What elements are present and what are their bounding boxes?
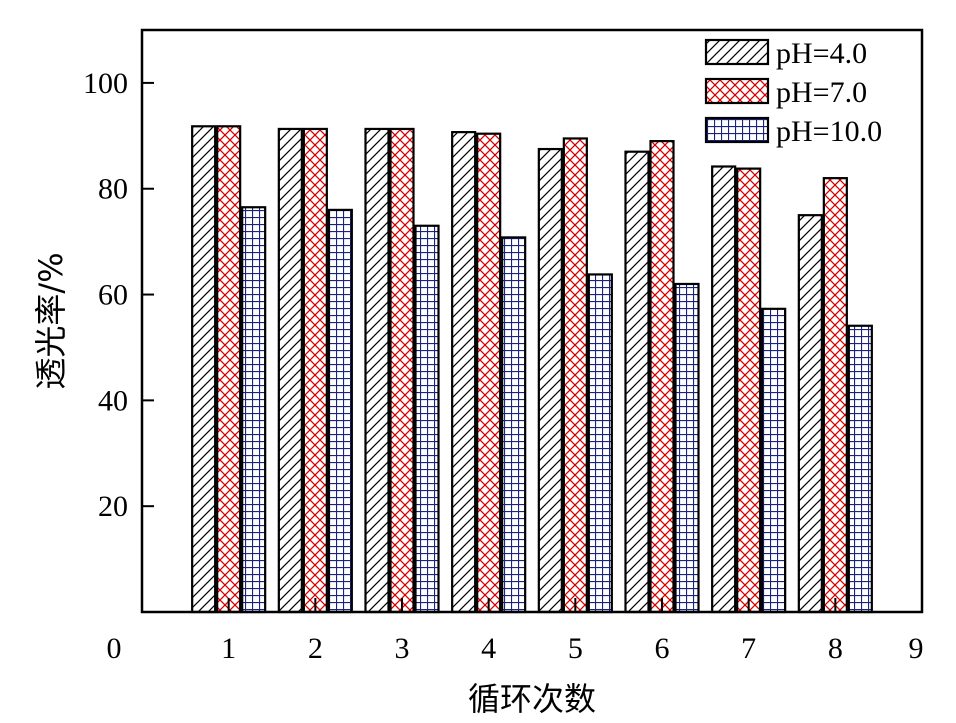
y-axis-title: 透光率/% <box>32 252 70 389</box>
bar-pH100-cycle-8 <box>847 324 873 614</box>
bar-pH40-cycle-5 <box>537 147 563 614</box>
legend-swatch <box>704 77 770 105</box>
bar-pH40-cycle-3 <box>364 127 390 614</box>
y-tick-label: 80 <box>98 173 128 206</box>
legend-label: pH=4.0 <box>776 37 867 70</box>
x-tick-label: 2 <box>308 632 323 665</box>
x-tick-label: 4 <box>481 632 496 665</box>
x-tick-label: 3 <box>395 632 410 665</box>
x-tick-label: 5 <box>568 632 583 665</box>
bar-pH70-cycle-3 <box>389 127 415 614</box>
plot-frame <box>140 28 924 614</box>
x-tick-label: 0 <box>107 632 122 665</box>
bar-pH40-cycle-8 <box>797 214 823 614</box>
bar-pH100-cycle-6 <box>674 282 700 614</box>
bar-pH100-cycle-4 <box>501 236 527 614</box>
y-tick-label: 60 <box>98 279 128 312</box>
bar-pH70-cycle-7 <box>736 167 762 614</box>
bar-pH70-cycle-6 <box>649 140 675 614</box>
legend-label: pH=10.0 <box>776 115 882 148</box>
x-axis: 0 1 2 3 4 5 6 7 8 9 <box>107 632 924 665</box>
bar-pH40-cycle-1 <box>191 125 217 614</box>
bar-pH40-cycle-2 <box>277 127 303 614</box>
x-tick-label: 1 <box>221 632 236 665</box>
bar-pH100-cycle-2 <box>327 208 353 614</box>
legend-swatch <box>704 38 770 66</box>
legend: pH=4.0 pH=7.0 pH=10.0 <box>704 37 882 148</box>
bar-pH40-cycle-7 <box>711 165 737 614</box>
y-axis: 20 40 60 80 100 <box>83 67 154 523</box>
bar-pH70-cycle-5 <box>562 137 588 614</box>
minor-ticks <box>227 598 837 612</box>
bar-pH100-cycle-3 <box>414 224 440 614</box>
legend-label: pH=7.0 <box>776 76 867 109</box>
bar-pH100-cycle-7 <box>761 307 787 614</box>
bar-pH70-cycle-2 <box>302 127 328 614</box>
bar-pH100-cycle-1 <box>241 206 267 614</box>
y-tick-label: 20 <box>98 490 128 523</box>
bar-pH40-cycle-4 <box>451 131 477 614</box>
y-tick-label: 40 <box>98 384 128 417</box>
x-tick-label: 9 <box>909 632 924 665</box>
x-axis-title: 循环次数 <box>468 680 596 718</box>
x-tick-label: 6 <box>655 632 670 665</box>
bar-pH70-cycle-1 <box>216 125 242 614</box>
bars-layer <box>191 125 873 614</box>
bar-pH100-cycle-5 <box>587 273 613 614</box>
bar-pH70-cycle-4 <box>476 132 502 614</box>
bar-pH70-cycle-8 <box>822 177 848 614</box>
legend-swatch <box>704 116 770 144</box>
y-tick-label: 100 <box>83 67 128 100</box>
bar-pH40-cycle-6 <box>624 150 650 614</box>
x-tick-label: 8 <box>828 632 843 665</box>
x-tick-label: 7 <box>741 632 756 665</box>
